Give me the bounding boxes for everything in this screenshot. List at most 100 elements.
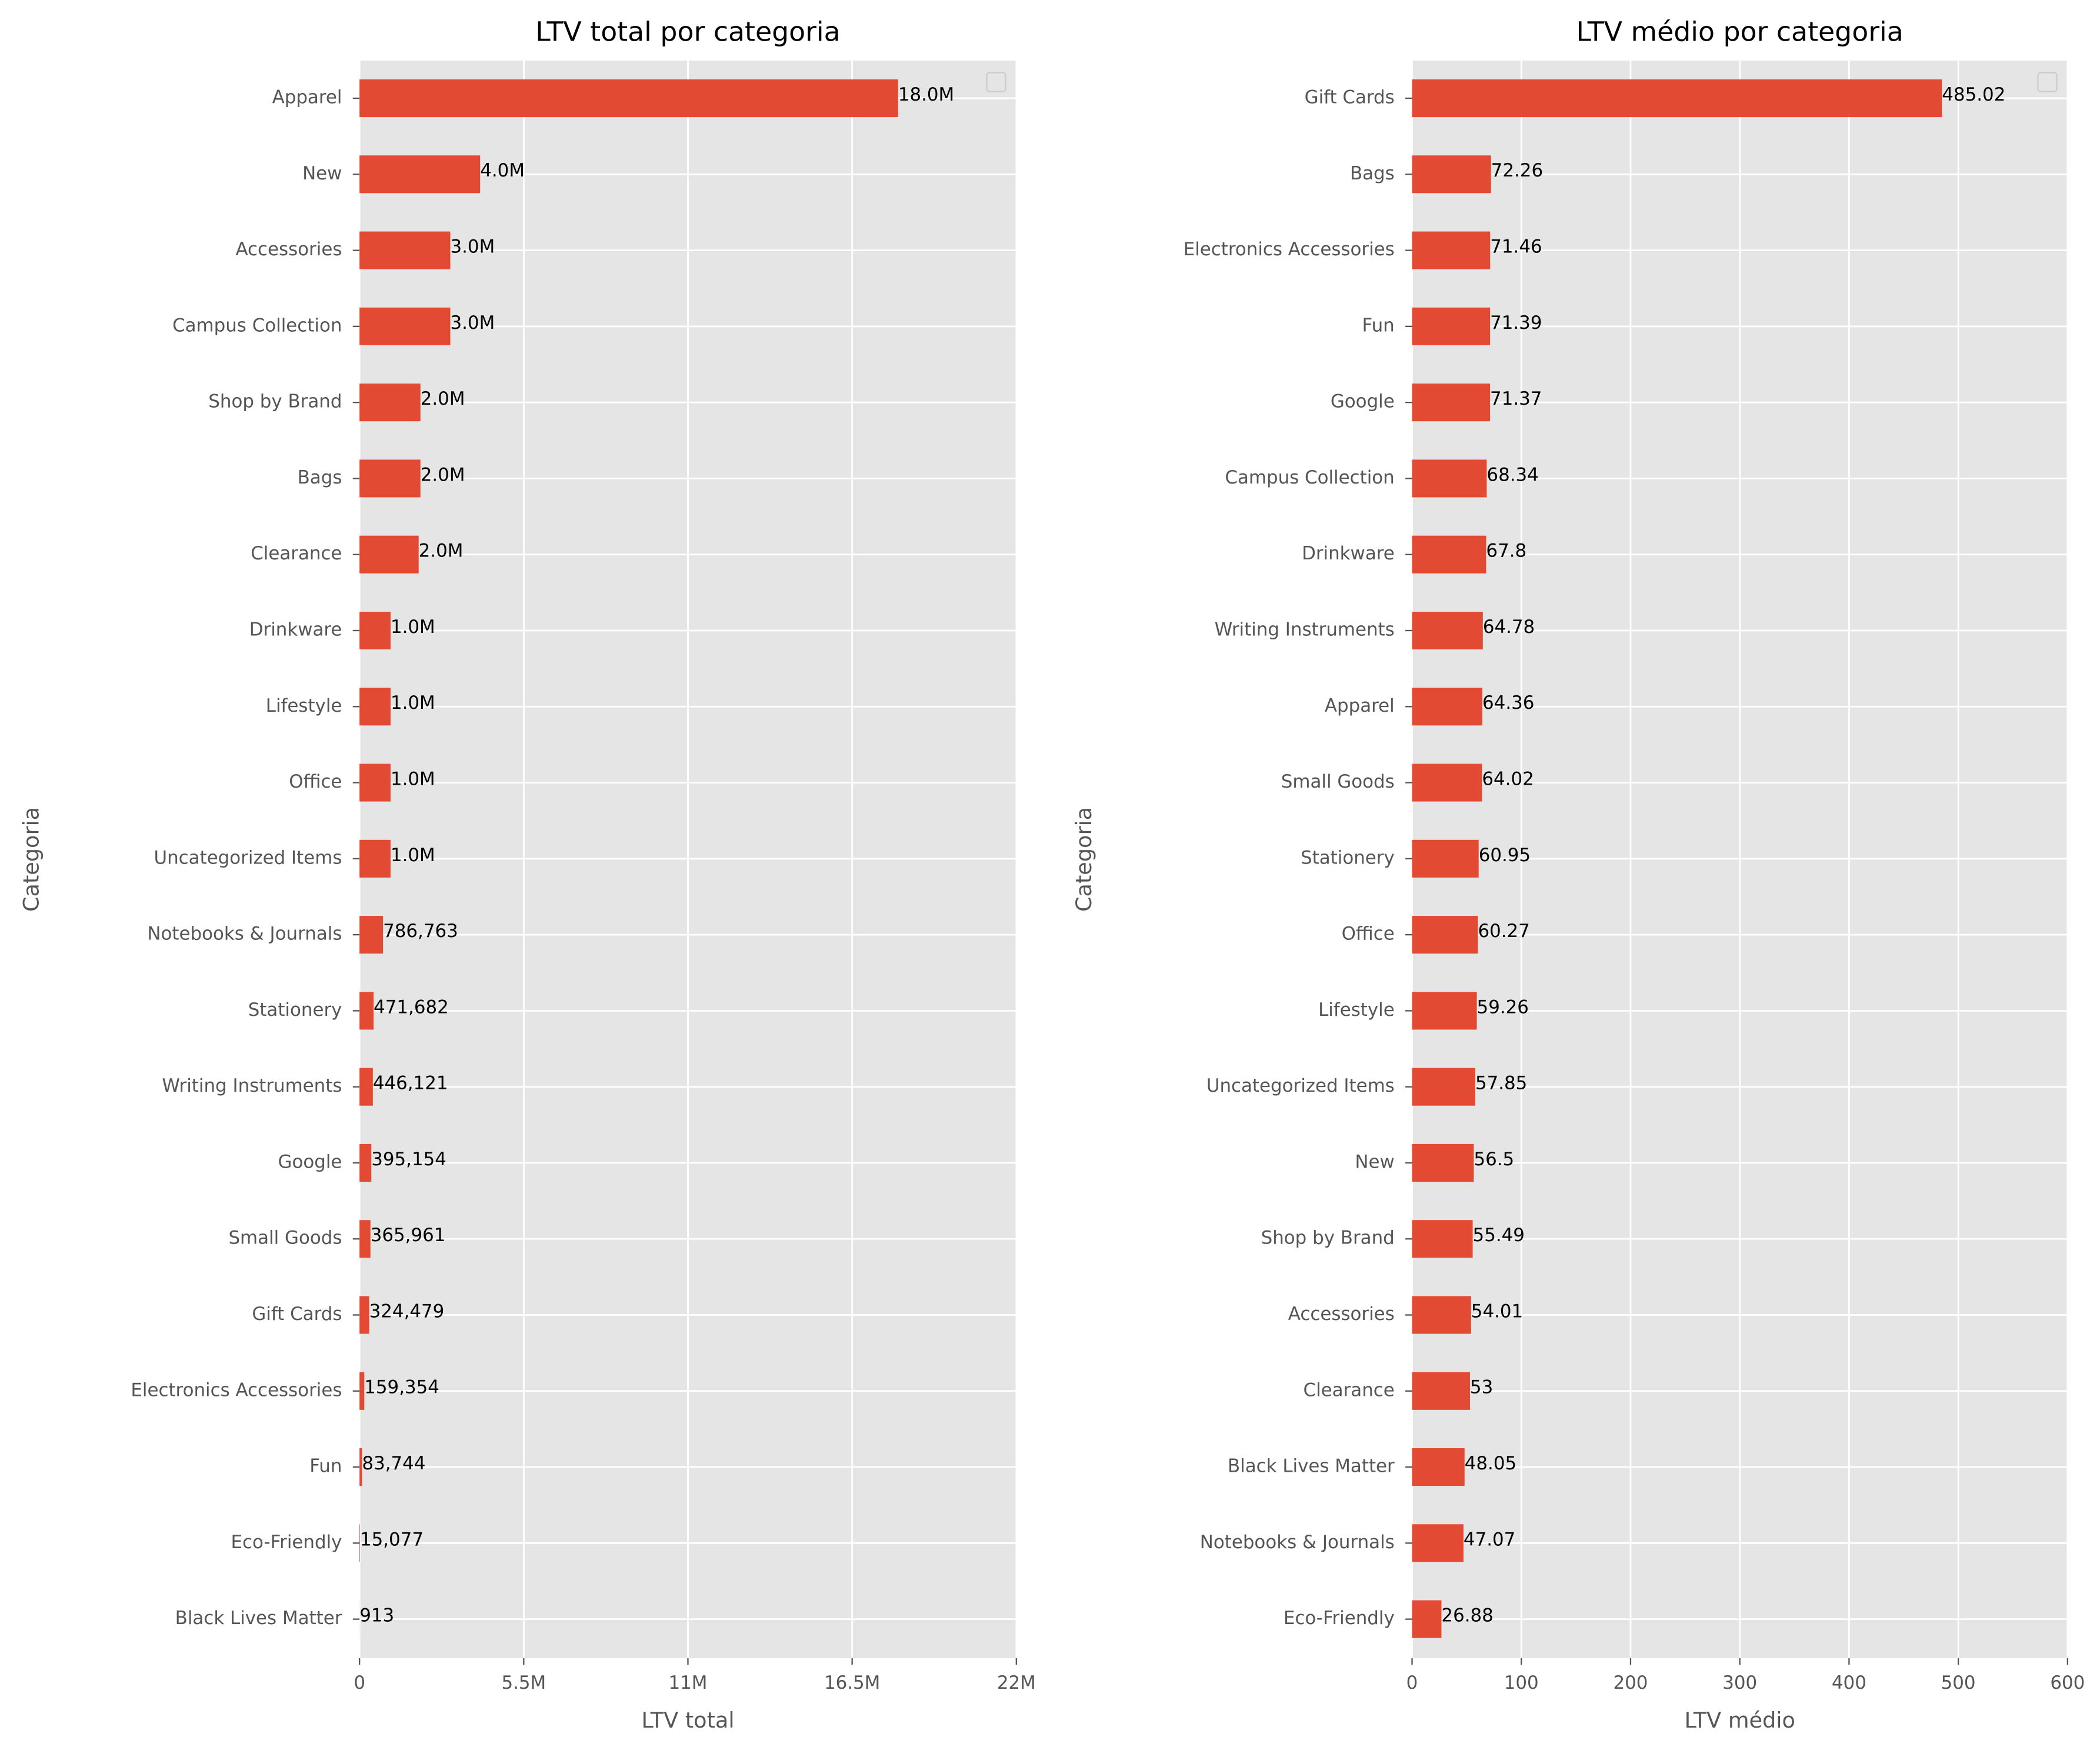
y-tick-label: Eco-Friendly (231, 1532, 342, 1553)
value-label: 55.49 (1473, 1225, 1525, 1246)
y-tick-label: Gift Cards (252, 1303, 342, 1325)
y-tick-label: Lifestyle (1318, 999, 1395, 1021)
y-tick-label: Google (1331, 391, 1395, 412)
value-label: 71.39 (1490, 312, 1542, 334)
bar (1412, 1448, 1465, 1486)
x-axis-label: LTV total (641, 1708, 734, 1733)
value-label: 2.0M (421, 464, 465, 485)
y-tick-label: Google (278, 1151, 342, 1172)
value-label: 59.26 (1477, 996, 1529, 1018)
bar (1412, 1372, 1470, 1410)
bar (359, 1220, 371, 1258)
bar (1412, 1068, 1475, 1106)
bar (359, 764, 391, 802)
bar (1412, 79, 1942, 118)
bar (359, 688, 391, 726)
y-tick-label: Stationery (248, 999, 342, 1021)
bar (359, 916, 384, 954)
value-label: 67.8 (1486, 541, 1526, 562)
value-label: 2.0M (419, 541, 464, 562)
bar (359, 1524, 360, 1562)
legend-box (2037, 72, 2058, 92)
value-label: 54.01 (1471, 1301, 1523, 1322)
bar (1412, 916, 1478, 954)
bar (359, 231, 451, 269)
y-tick-label: Uncategorized Items (1206, 1075, 1395, 1096)
y-tick-label: Writing Instruments (1215, 619, 1395, 640)
value-label: 53 (1470, 1377, 1493, 1398)
value-label: 15,077 (360, 1529, 424, 1550)
y-tick-label: Shop by Brand (208, 391, 342, 412)
x-tick-label: 0 (354, 1672, 365, 1693)
y-tick-label: Accessories (1288, 1303, 1395, 1325)
y-tick-label: Bags (1350, 163, 1395, 184)
value-label: 48.05 (1465, 1453, 1516, 1474)
y-tick-label: Fun (309, 1456, 342, 1477)
bar (359, 307, 451, 345)
bar (359, 459, 421, 498)
bar (1412, 231, 1491, 269)
value-label: 1.0M (391, 692, 435, 714)
value-label: 64.36 (1482, 692, 1534, 714)
y-tick-label: Shop by Brand (1261, 1228, 1395, 1249)
x-tick-label: 600 (2050, 1672, 2085, 1693)
y-tick-label: Stationery (1301, 847, 1395, 868)
bar (1412, 992, 1477, 1030)
chart-title: LTV total por categoria (535, 16, 840, 48)
bar (1412, 1524, 1464, 1562)
value-label: 83,744 (362, 1453, 425, 1474)
y-axis-label: Categoria (1071, 807, 1096, 912)
bar (1412, 1296, 1471, 1334)
value-label: 485.02 (1942, 84, 2005, 105)
x-tick-label: 11M (669, 1672, 708, 1693)
bar (1412, 1143, 1474, 1182)
y-tick-label: Bags (298, 467, 342, 488)
value-label: 64.78 (1483, 616, 1535, 638)
value-label: 60.27 (1478, 921, 1529, 942)
y-tick-label: Office (1342, 923, 1395, 945)
value-label: 365,961 (371, 1225, 446, 1246)
y-tick-label: Apparel (272, 87, 342, 108)
bar (359, 1143, 372, 1182)
bar (1412, 155, 1491, 194)
y-tick-label: Clearance (251, 543, 342, 564)
y-tick-label: Gift Cards (1305, 87, 1395, 108)
y-tick-label: Drinkware (249, 619, 342, 640)
y-tick-label: Black Lives Matter (1228, 1456, 1395, 1477)
value-label: 446,121 (373, 1073, 448, 1094)
bar (1412, 1600, 1442, 1638)
bar (1412, 307, 1491, 345)
bar (359, 611, 391, 650)
y-tick-label: Writing Instruments (162, 1075, 342, 1096)
bar (1412, 1220, 1473, 1258)
y-tick-label: Notebooks & Journals (1200, 1532, 1395, 1553)
y-tick-label: Apparel (1325, 695, 1395, 716)
value-label: 159,354 (364, 1377, 439, 1398)
y-tick-label: Clearance (1304, 1379, 1395, 1401)
x-tick-label: 0 (1406, 1672, 1418, 1693)
y-tick-label: Accessories (235, 239, 342, 260)
value-label: 1.0M (391, 616, 435, 638)
bar (1412, 384, 1491, 422)
y-tick-label: Uncategorized Items (154, 847, 342, 868)
value-label: 913 (359, 1605, 394, 1626)
value-label: 1.0M (391, 845, 435, 866)
legend-box (986, 72, 1006, 92)
x-tick-label: 300 (1722, 1672, 1757, 1693)
value-label: 47.07 (1464, 1529, 1515, 1550)
y-tick-label: Small Goods (228, 1228, 342, 1249)
bar (359, 535, 419, 574)
value-label: 72.26 (1491, 160, 1543, 181)
bar (1412, 764, 1482, 802)
value-label: 71.37 (1490, 388, 1542, 409)
y-tick-label: New (1355, 1151, 1394, 1172)
bar (1412, 459, 1487, 498)
bar (359, 1448, 362, 1486)
y-tick-label: Electronics Accessories (1184, 239, 1395, 260)
bar (359, 992, 374, 1030)
bar (359, 79, 898, 118)
y-axis-label: Categoria (19, 807, 44, 912)
value-label: 3.0M (450, 236, 495, 258)
value-label: 2.0M (421, 388, 465, 409)
x-axis-label: LTV médio (1684, 1708, 1795, 1733)
